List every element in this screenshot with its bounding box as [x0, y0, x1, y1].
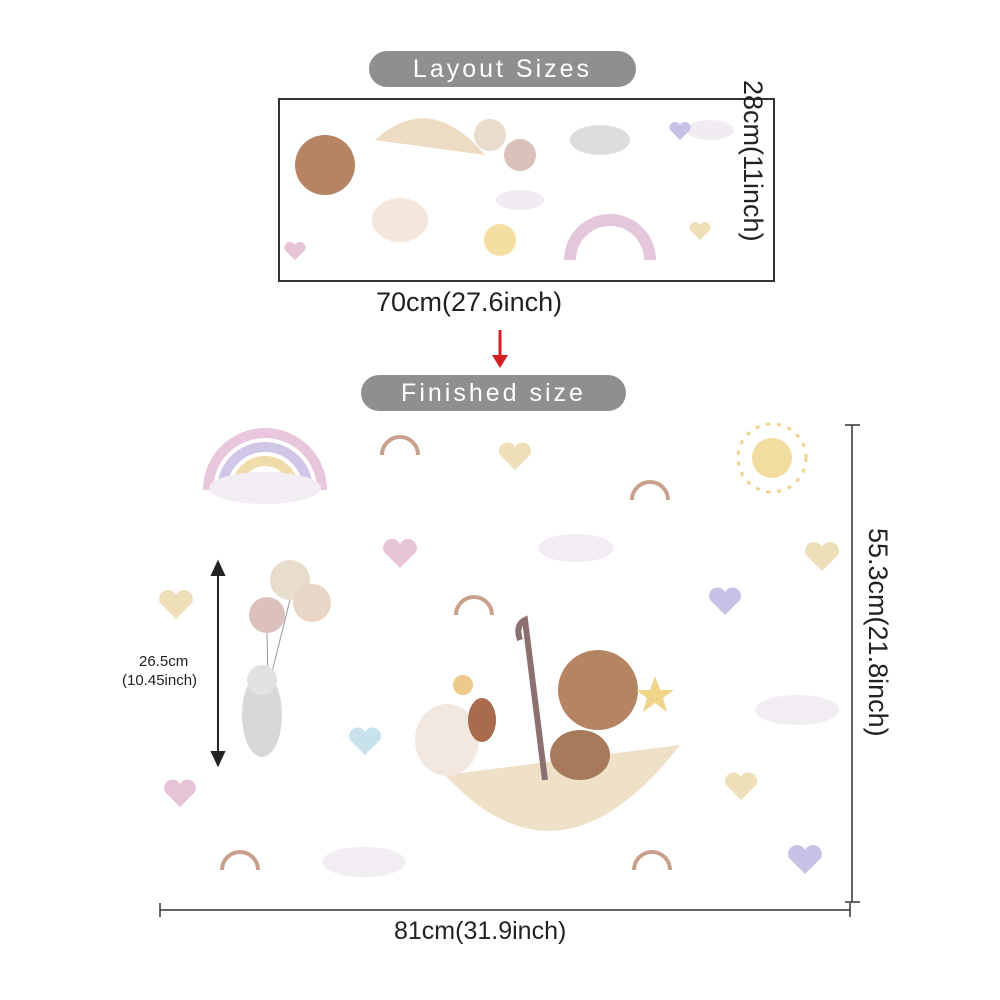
- puppy-icon: [372, 198, 428, 242]
- sheet-width-label: 70cm(27.6inch): [376, 287, 563, 317]
- sticker-sheet-preview: [278, 98, 775, 282]
- finished-size-label: Finished size: [361, 375, 626, 411]
- layout-sizes-label: Layout Sizes: [369, 51, 636, 87]
- rainbow-icon: [564, 214, 656, 261]
- balloons-icon: [249, 560, 331, 681]
- sheet-artwork: [284, 118, 734, 261]
- sun-icon: [484, 224, 516, 256]
- umbrella-icon: [445, 615, 680, 831]
- chick-icon: [453, 675, 473, 695]
- bunny-height-inch: (10.45inch): [122, 672, 198, 689]
- heart-icon: [284, 241, 306, 260]
- bunny-height-cm: 26.5cm: [139, 653, 189, 670]
- sun-icon: [736, 422, 808, 494]
- sheet-height-label: 28cm(11inch): [738, 80, 768, 242]
- width-dimension-line: [159, 903, 851, 917]
- bear-icon: [295, 135, 355, 195]
- small-rainbow-icon: [220, 435, 672, 871]
- umbrella-icon: [375, 118, 485, 155]
- bear-icon: [550, 650, 638, 780]
- star-icon: [636, 676, 674, 712]
- down-arrow-icon: [492, 330, 508, 368]
- cloud-icon: [209, 472, 839, 877]
- bunny-icon: [570, 125, 630, 155]
- bunny-dimension-arrow: [210, 559, 226, 768]
- puppy-icon: [415, 698, 496, 776]
- cloud-icon: [496, 190, 544, 210]
- bunny-icon: [242, 665, 282, 757]
- height-dimension-line: [845, 424, 860, 903]
- finished-height-label: 55.3cm(21.8inch): [863, 528, 893, 737]
- heart-icon: [159, 442, 839, 874]
- balloon-icon: [474, 119, 506, 151]
- finished-width-label: 81cm(31.9inch): [394, 917, 567, 945]
